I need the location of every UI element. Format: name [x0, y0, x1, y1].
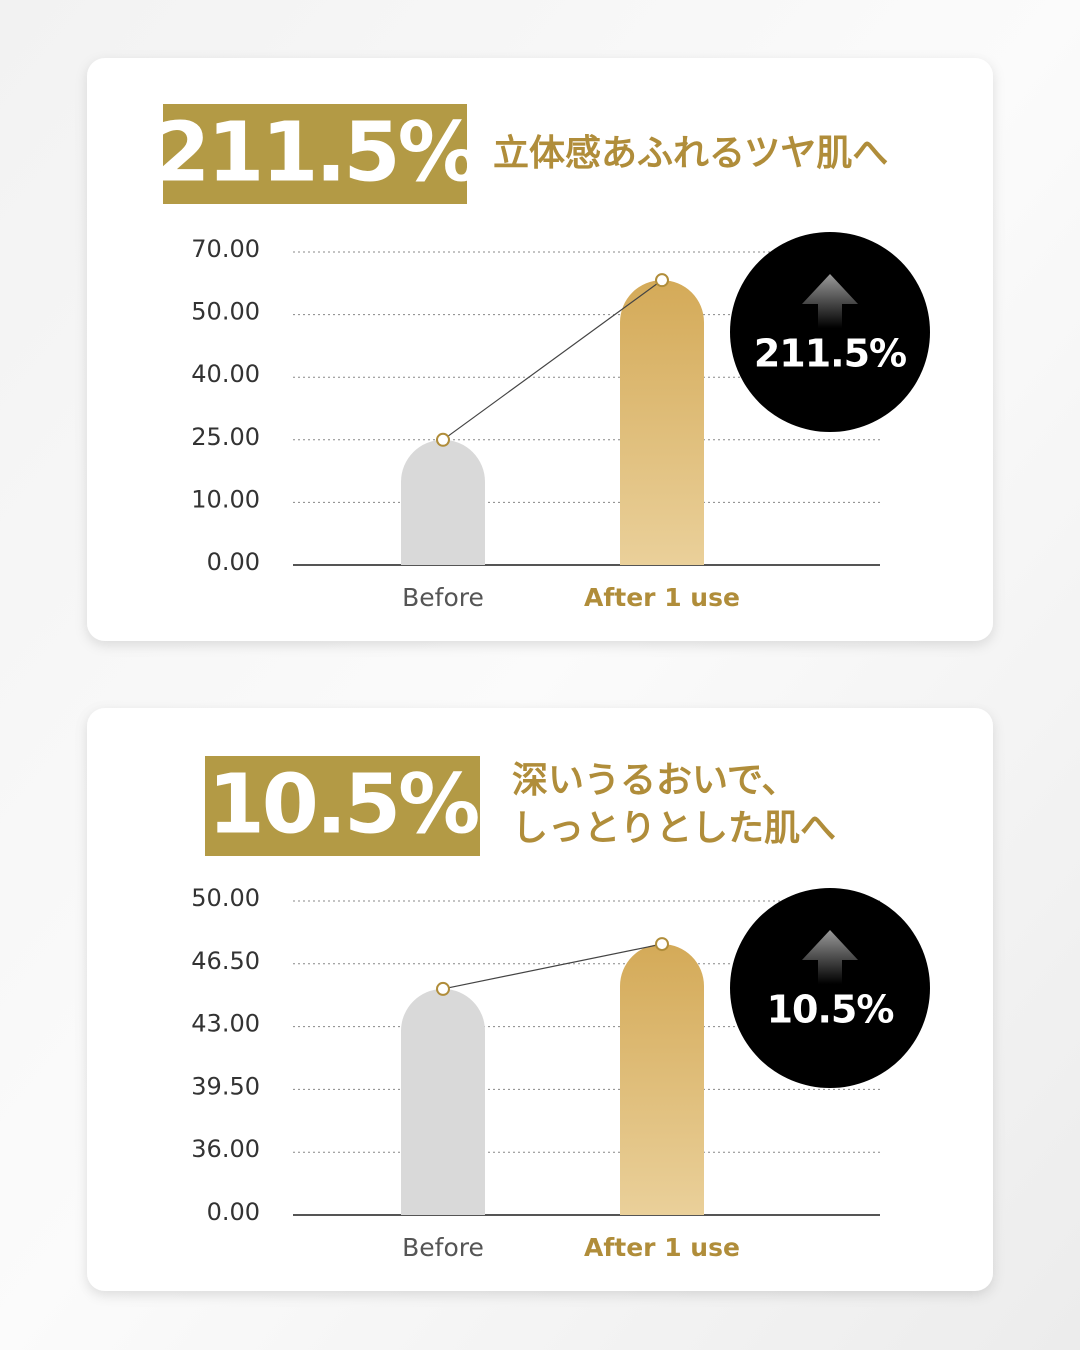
headline: 211.5%: [153, 105, 477, 200]
headline: 10.5%: [208, 757, 478, 852]
bar: [401, 439, 485, 565]
headline-badge: [163, 104, 467, 204]
callout-label: 10.5%: [767, 988, 894, 1032]
x-tick-label: After 1 use: [584, 583, 740, 612]
y-tick-label: 0.00: [207, 1198, 260, 1226]
y-tick-label: 40.00: [191, 360, 260, 388]
y-tick-label: 70.00: [191, 235, 260, 263]
point: [655, 273, 669, 288]
title: しっとりとした肌へ: [512, 808, 836, 849]
y-tick-label: 25.00: [191, 423, 260, 451]
y-tick-label: 50.00: [191, 884, 260, 912]
bar: [620, 280, 704, 565]
y-tick-label: 46.50: [191, 947, 260, 975]
callout-circle: [730, 232, 930, 432]
point: [436, 981, 450, 996]
y-tick-label: 50.00: [191, 298, 260, 326]
title: 立体感あふれるツヤ肌へ: [493, 133, 888, 174]
y-tick-label: 39.50: [191, 1072, 260, 1100]
trend-line: [442, 279, 663, 441]
x-tick-label: Before: [402, 583, 484, 612]
y-tick-label: 36.00: [191, 1135, 260, 1163]
arrow-icon: [802, 274, 858, 328]
x-tick-label: Before: [402, 1233, 484, 1262]
point: [655, 937, 669, 952]
callout-circle: [730, 888, 930, 1088]
y-tick-label: 0.00: [207, 548, 260, 576]
y-tick-label: 43.00: [191, 1010, 260, 1038]
callout-label: 211.5%: [754, 332, 906, 376]
title: 深いうるおいで、: [512, 760, 797, 801]
trend-line: [442, 943, 663, 990]
bar: [401, 988, 485, 1215]
arrow-icon: [802, 930, 858, 984]
point: [436, 432, 450, 447]
x-tick-label: After 1 use: [584, 1233, 740, 1262]
headline-badge: [205, 756, 480, 856]
y-tick-label: 10.00: [191, 485, 260, 513]
bar: [620, 944, 704, 1215]
